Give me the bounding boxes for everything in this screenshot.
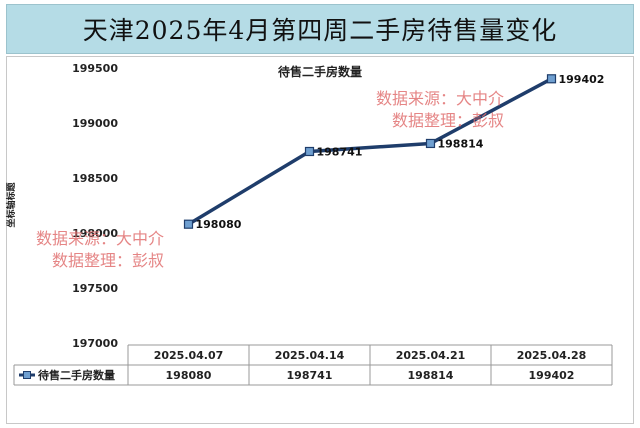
- y-tick-label: 199500: [72, 62, 118, 75]
- y-axis-label: 坐标轴标题: [5, 182, 17, 228]
- x-category-label: 2025.04.28: [517, 349, 587, 362]
- table-value: 199402: [529, 369, 575, 382]
- watermark-text: 数据来源：大中介: [36, 229, 164, 248]
- y-tick-label: 197500: [72, 282, 118, 295]
- y-axis-ticks: 197000 197500 198000 198500 199000 199500: [72, 62, 118, 350]
- chart-frame: [6, 56, 634, 424]
- table-value: 198741: [287, 369, 333, 382]
- watermark-text: 数据来源：大中介: [376, 89, 504, 108]
- banner-title: 天津2025年4月第四周二手房待售量变化: [6, 4, 634, 54]
- series-layer: 198080 198741 198814 199402: [183, 73, 605, 231]
- data-point-marker: [304, 146, 315, 157]
- data-label: 198814: [438, 137, 484, 150]
- data-table: 2025.04.07 198080 2025.04.14 198741 2025.04.…: [13, 344, 613, 386]
- legend-marker: [23, 371, 31, 379]
- data-point-marker: [425, 138, 436, 149]
- data-point-marker: [546, 74, 557, 84]
- y-tick-label: 198500: [72, 172, 118, 185]
- x-category-label: 2025.04.07: [154, 349, 224, 362]
- data-point-marker: [183, 219, 194, 229]
- data-label: 198741: [317, 145, 363, 158]
- data-label: 199402: [559, 73, 605, 86]
- series-line: [187, 77, 553, 226]
- y-tick-label: 198000: [72, 227, 118, 240]
- x-category-label: 2025.04.21: [396, 349, 466, 362]
- chart-title: 待售二手房数量: [278, 64, 362, 79]
- y-tick-label: 197000: [72, 337, 118, 350]
- watermark-text: 数据整理：彭叔: [392, 111, 504, 130]
- legend-label: 待售二手房数量: [37, 368, 115, 382]
- x-category-label: 2025.04.14: [275, 349, 345, 362]
- data-label: 198080: [196, 218, 242, 231]
- watermark-text: 数据整理：彭叔: [52, 251, 164, 270]
- y-tick-label: 199000: [72, 117, 118, 130]
- table-value: 198814: [408, 369, 454, 382]
- table-value: 198080: [166, 369, 212, 382]
